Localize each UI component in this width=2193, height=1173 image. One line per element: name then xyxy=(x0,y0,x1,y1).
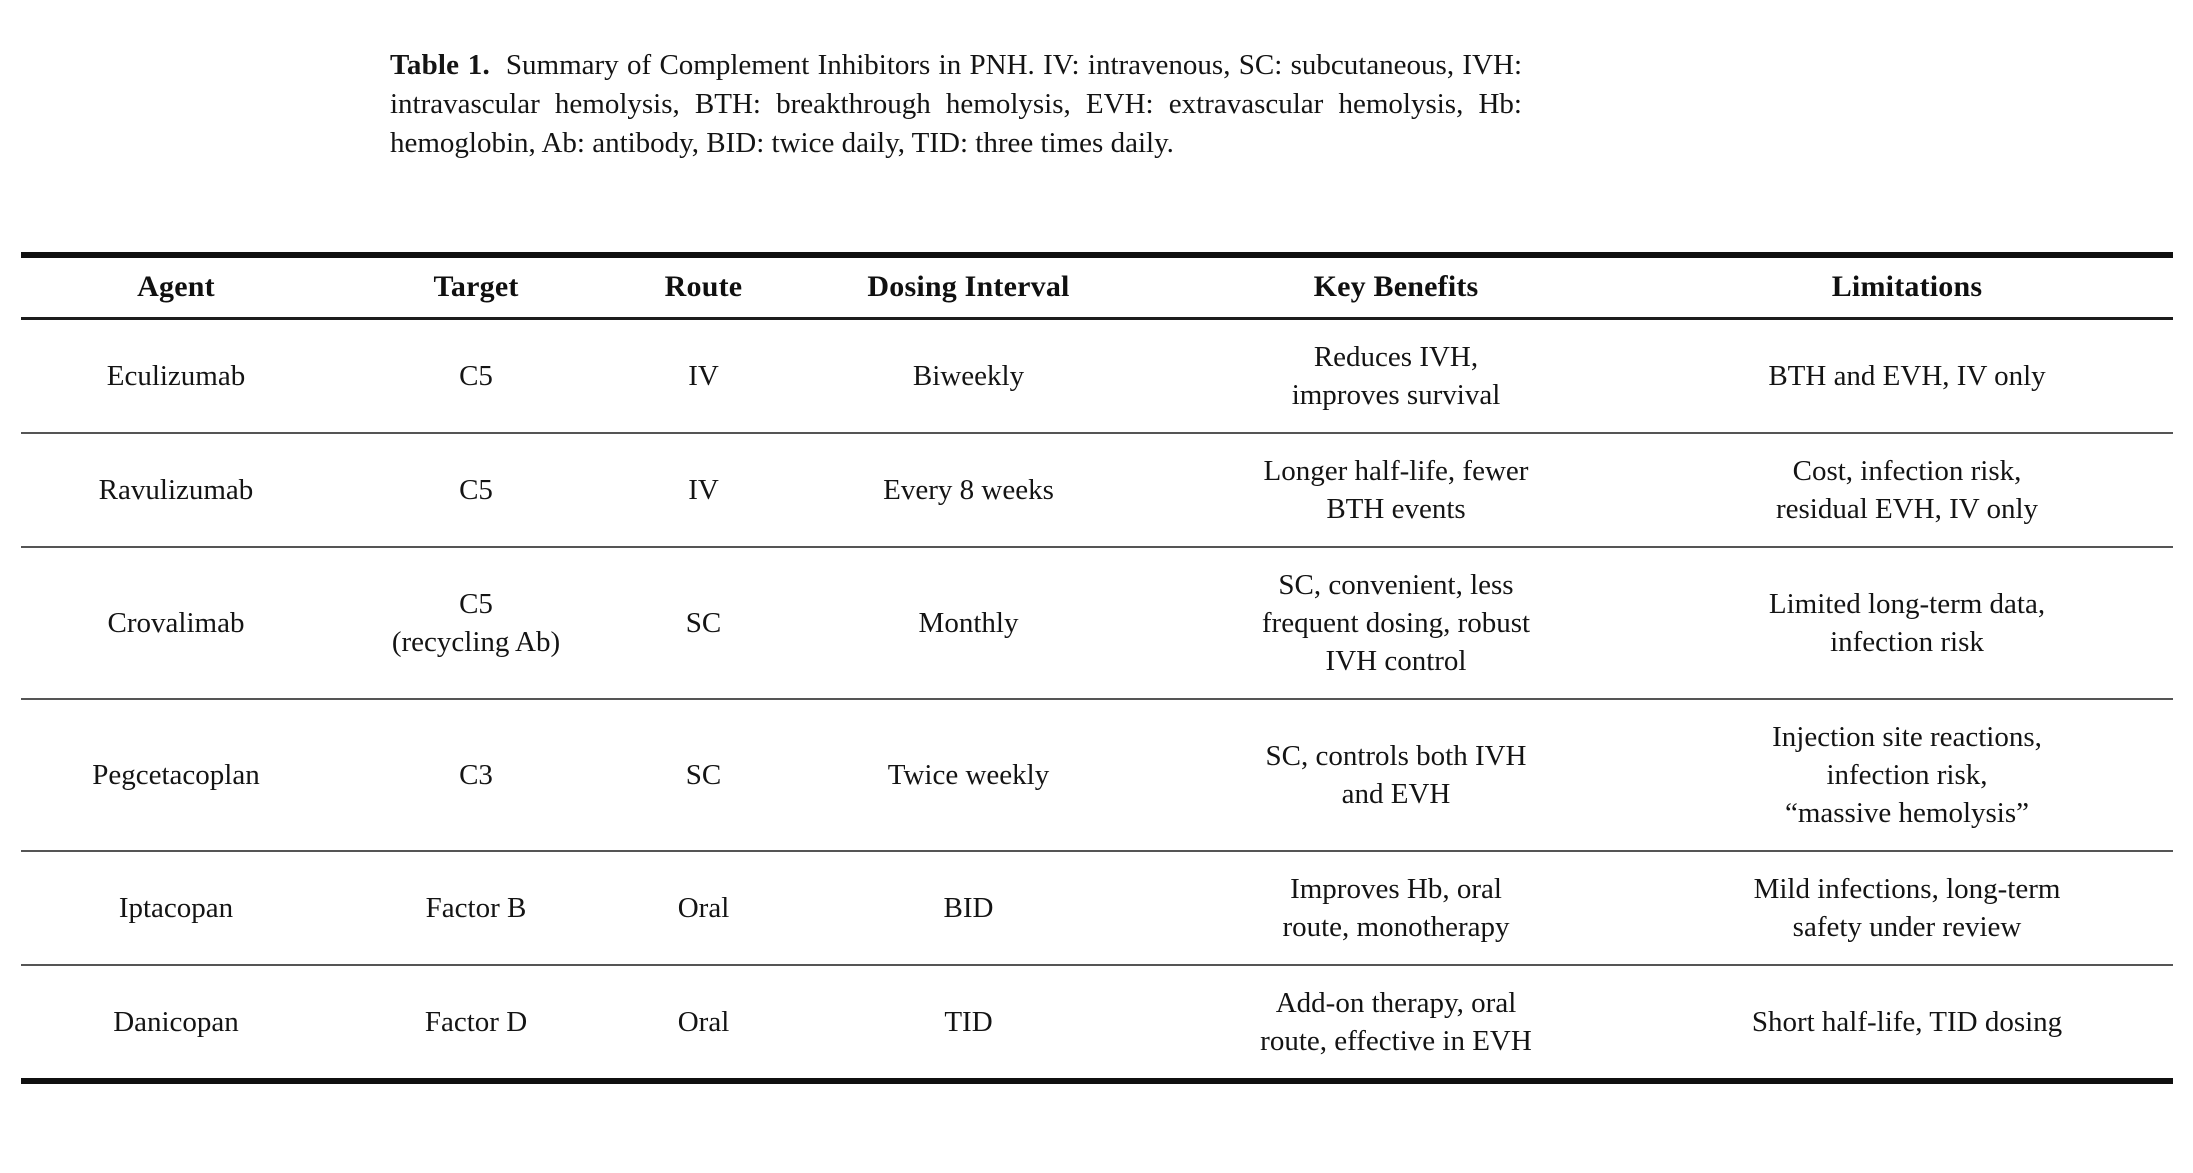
cell-limitations: Short half-life, TID dosing xyxy=(1751,1006,2063,1038)
column-header-agent: Agent xyxy=(21,255,331,320)
cell-agent: Crovalimab xyxy=(21,547,331,700)
column-header-key-benefits: Key Benefits xyxy=(1151,255,1641,320)
cell-key-benefits: Longer half-life, fewer BTH events xyxy=(1151,433,1641,548)
table-row: Iptacopan Factor B Oral BID Improves Hb, ora… xyxy=(21,851,2173,966)
cell-agent: Danicopan xyxy=(113,1006,239,1038)
cell-route: IV xyxy=(621,433,786,548)
cell-key-benefits: Reduces IVH, improves survival xyxy=(1151,318,1641,434)
cell-dosing-interval: TID xyxy=(944,1006,993,1038)
column-header-limitations: Limitations xyxy=(1641,255,2173,320)
cell-limitations: BTH and EVH, IV only xyxy=(1641,318,2173,434)
table-caption: Table 1. Summary of Complement Inhibitors… xyxy=(390,46,1522,163)
column-header-dosing-interval: Dosing Interval xyxy=(786,255,1151,320)
table-row: Ravulizumab C5 IV Every 8 weeks Longer half-… xyxy=(21,433,2173,548)
cell-key-benefits: Improves Hb, oral route, monotherapy xyxy=(1151,851,1641,966)
cell-key-benefits: SC, controls both IVH and EVH xyxy=(1151,699,1641,852)
cell-agent: Ravulizumab xyxy=(21,433,331,548)
table-row: Danicopan Factor D Oral TID Add-on therapy, … xyxy=(21,965,2173,1081)
cell-dosing-interval: Twice weekly xyxy=(786,699,1151,852)
cell-limitations: Cost, infection risk, residual EVH, IV o… xyxy=(1641,433,2173,548)
complement-inhibitors-table: Agent Target Route Dosing Interval Key B… xyxy=(21,252,2173,1084)
table-row: Crovalimab C5 (recycling Ab) SC Monthly SC, … xyxy=(21,547,2173,700)
cell-agent: Eculizumab xyxy=(21,318,331,434)
column-header-route: Route xyxy=(621,255,786,320)
cell-key-benefits: Add-on therapy, oral route, effective in… xyxy=(1260,987,1532,1057)
column-header-target: Target xyxy=(331,255,621,320)
cell-route: Oral xyxy=(677,1006,730,1038)
cell-key-benefits: SC, convenient, less frequent dosing, ro… xyxy=(1151,547,1641,700)
cell-route: SC xyxy=(621,547,786,700)
table-header-row: Agent Target Route Dosing Interval Key B… xyxy=(21,255,2173,320)
cell-target: Factor B xyxy=(331,851,621,966)
caption-text: Summary of Complement Inhibitors in PNH.… xyxy=(390,49,1523,159)
cell-limitations: Mild infections, long-term safety under … xyxy=(1641,851,2173,966)
cell-route: Oral xyxy=(621,851,786,966)
cell-dosing-interval: Every 8 weeks xyxy=(786,433,1151,548)
cell-target: C5 xyxy=(331,318,621,434)
cell-dosing-interval: Monthly xyxy=(786,547,1151,700)
table-body: Eculizumab C5 IV Biweekly Reduces IVH, impro… xyxy=(21,318,2173,1082)
cell-target: C5 (recycling Ab) xyxy=(331,547,621,700)
cell-limitations: Injection site reactions, infection risk… xyxy=(1641,699,2173,852)
table-row: Eculizumab C5 IV Biweekly Reduces IVH, impro… xyxy=(21,318,2173,434)
table-row: Pegcetacoplan C3 SC Twice weekly SC, control… xyxy=(21,699,2173,852)
cell-dosing-interval: Biweekly xyxy=(786,318,1151,434)
cell-agent: Iptacopan xyxy=(21,851,331,966)
caption-label: Table 1. xyxy=(390,49,490,81)
cell-limitations: Limited long-term data, infection risk xyxy=(1641,547,2173,700)
cell-route: SC xyxy=(621,699,786,852)
cell-dosing-interval: BID xyxy=(786,851,1151,966)
cell-agent: Pegcetacoplan xyxy=(21,699,331,852)
cell-target: C3 xyxy=(331,699,621,852)
cell-target: Factor D xyxy=(424,1006,528,1038)
cell-route: IV xyxy=(621,318,786,434)
cell-target: C5 xyxy=(331,433,621,548)
